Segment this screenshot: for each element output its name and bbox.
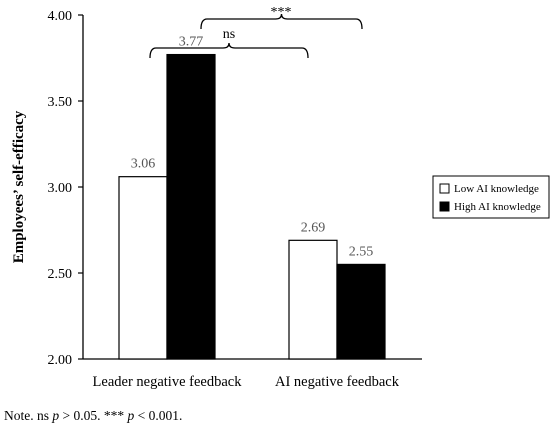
significance-label-stars: *** xyxy=(271,5,292,20)
note-suffix: < 0.001. xyxy=(134,408,183,423)
footnote: Note. ns p > 0.05. *** p < 0.001. xyxy=(4,408,182,424)
value-label-1-1: 2.55 xyxy=(349,244,374,259)
y-tick-label-4: 4.00 xyxy=(48,9,73,24)
y-tick-label-2: 3.00 xyxy=(48,181,73,196)
bar-0-0 xyxy=(118,176,168,360)
significance-label-ns: ns xyxy=(223,27,235,42)
bracket-ns xyxy=(149,42,309,59)
legend-frame xyxy=(432,175,550,219)
value-labels: 3.06 3.77 2.69 2.55 xyxy=(131,35,374,260)
note-p2: p xyxy=(127,408,135,423)
value-label-0-0: 3.06 xyxy=(131,157,156,172)
significance-brackets: ns *** xyxy=(149,5,363,59)
note-mid: > 0.05. *** xyxy=(59,408,128,423)
value-label-0-1: 3.77 xyxy=(179,35,204,50)
note-p1: p xyxy=(52,408,60,423)
value-label-1-0: 2.69 xyxy=(301,220,326,235)
y-tick-label-0: 2.00 xyxy=(48,353,73,368)
legend-swatch-low xyxy=(439,183,450,194)
bar-1-0 xyxy=(288,239,338,360)
legend: Low AI knowledge High AI knowledge xyxy=(432,175,550,219)
bar-1-1 xyxy=(336,263,386,360)
legend-swatch-high xyxy=(439,201,450,212)
y-tick-label-1: 2.50 xyxy=(48,267,73,282)
category-label-0: Leader negative feedback xyxy=(93,374,243,390)
y-ticks: 2.00 2.50 3.00 3.50 4.00 xyxy=(48,9,83,368)
bracket-stars xyxy=(200,13,363,30)
bars xyxy=(118,53,386,360)
category-label-1: AI negative feedback xyxy=(275,374,400,390)
legend-label-low: Low AI knowledge xyxy=(454,183,539,195)
y-tick-label-3: 3.50 xyxy=(48,95,73,110)
y-axis-label: Employees’ self-efficacy xyxy=(11,110,27,263)
note-prefix: Note. ns xyxy=(4,408,53,423)
legend-label-high: High AI knowledge xyxy=(454,201,541,213)
bar-0-1 xyxy=(166,53,216,360)
category-labels: Leader negative feedback AI negative feed… xyxy=(93,374,400,390)
